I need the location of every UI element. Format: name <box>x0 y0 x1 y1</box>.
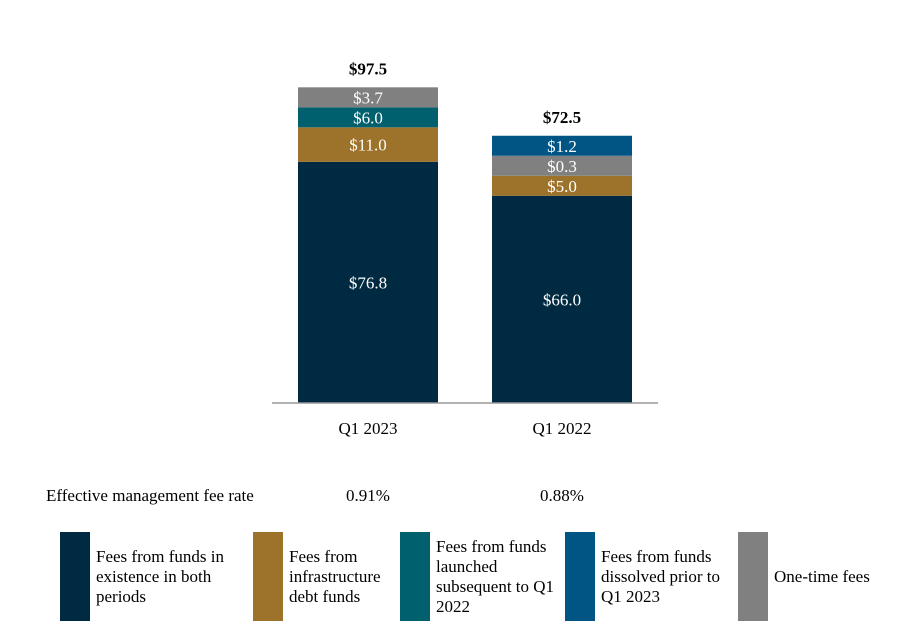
total-label: $72.5 <box>543 108 581 127</box>
legend-swatch <box>400 532 430 621</box>
bar-segment <box>298 161 438 403</box>
data-label: $0.3 <box>547 157 577 176</box>
legend-label: Fees from funds dissolved prior to Q1 20… <box>601 546 720 606</box>
legend-label: Fees from funds in existence in both per… <box>96 546 224 606</box>
legend-label: One-time fees <box>774 566 870 586</box>
legend-item: One-time fees <box>738 532 898 621</box>
legend-item: Fees from funds dissolved prior to Q1 20… <box>565 532 730 621</box>
legend-swatch <box>253 532 283 621</box>
bar-segment <box>492 135 632 156</box>
bar-segment <box>492 155 632 176</box>
legend-item: Fees from funds in existence in both per… <box>60 532 225 621</box>
data-label: $66.0 <box>543 290 581 309</box>
x-tick-label: Q1 2023 <box>338 419 397 438</box>
legend-swatch <box>60 532 90 621</box>
x-tick-label: Q1 2022 <box>532 419 591 438</box>
bar-segment <box>298 107 438 128</box>
data-label: $5.0 <box>547 177 577 196</box>
fee-rate-q1-2023: 0.91% <box>346 486 390 505</box>
bar-segment <box>298 127 438 162</box>
fee-rate-label: Effective management fee rate <box>46 486 254 505</box>
legend-label: Fees from infrastructure debt funds <box>289 546 381 606</box>
bar-plot: $76.8$11.0$6.0$3.7$97.5Q1 2023$66.0$5.0$… <box>272 59 658 438</box>
data-label: $1.2 <box>547 137 577 156</box>
bar-segment <box>298 87 438 108</box>
fee-rate-q1-2022: 0.88% <box>540 486 584 505</box>
data-label: $6.0 <box>353 108 383 127</box>
total-label: $97.5 <box>349 59 387 78</box>
legend-item: Fees from infrastructure debt funds <box>253 532 393 621</box>
legend-swatch <box>738 532 768 621</box>
legend-item: Fees from funds launched subsequent to Q… <box>400 532 560 621</box>
data-label: $3.7 <box>353 88 383 107</box>
legend-swatch <box>565 532 595 621</box>
data-label: $76.8 <box>349 273 387 292</box>
bar-segment <box>492 175 632 196</box>
bar-segment <box>492 195 632 403</box>
data-label: $11.0 <box>349 136 387 155</box>
legend-label: Fees from funds launched subsequent to Q… <box>436 536 555 616</box>
